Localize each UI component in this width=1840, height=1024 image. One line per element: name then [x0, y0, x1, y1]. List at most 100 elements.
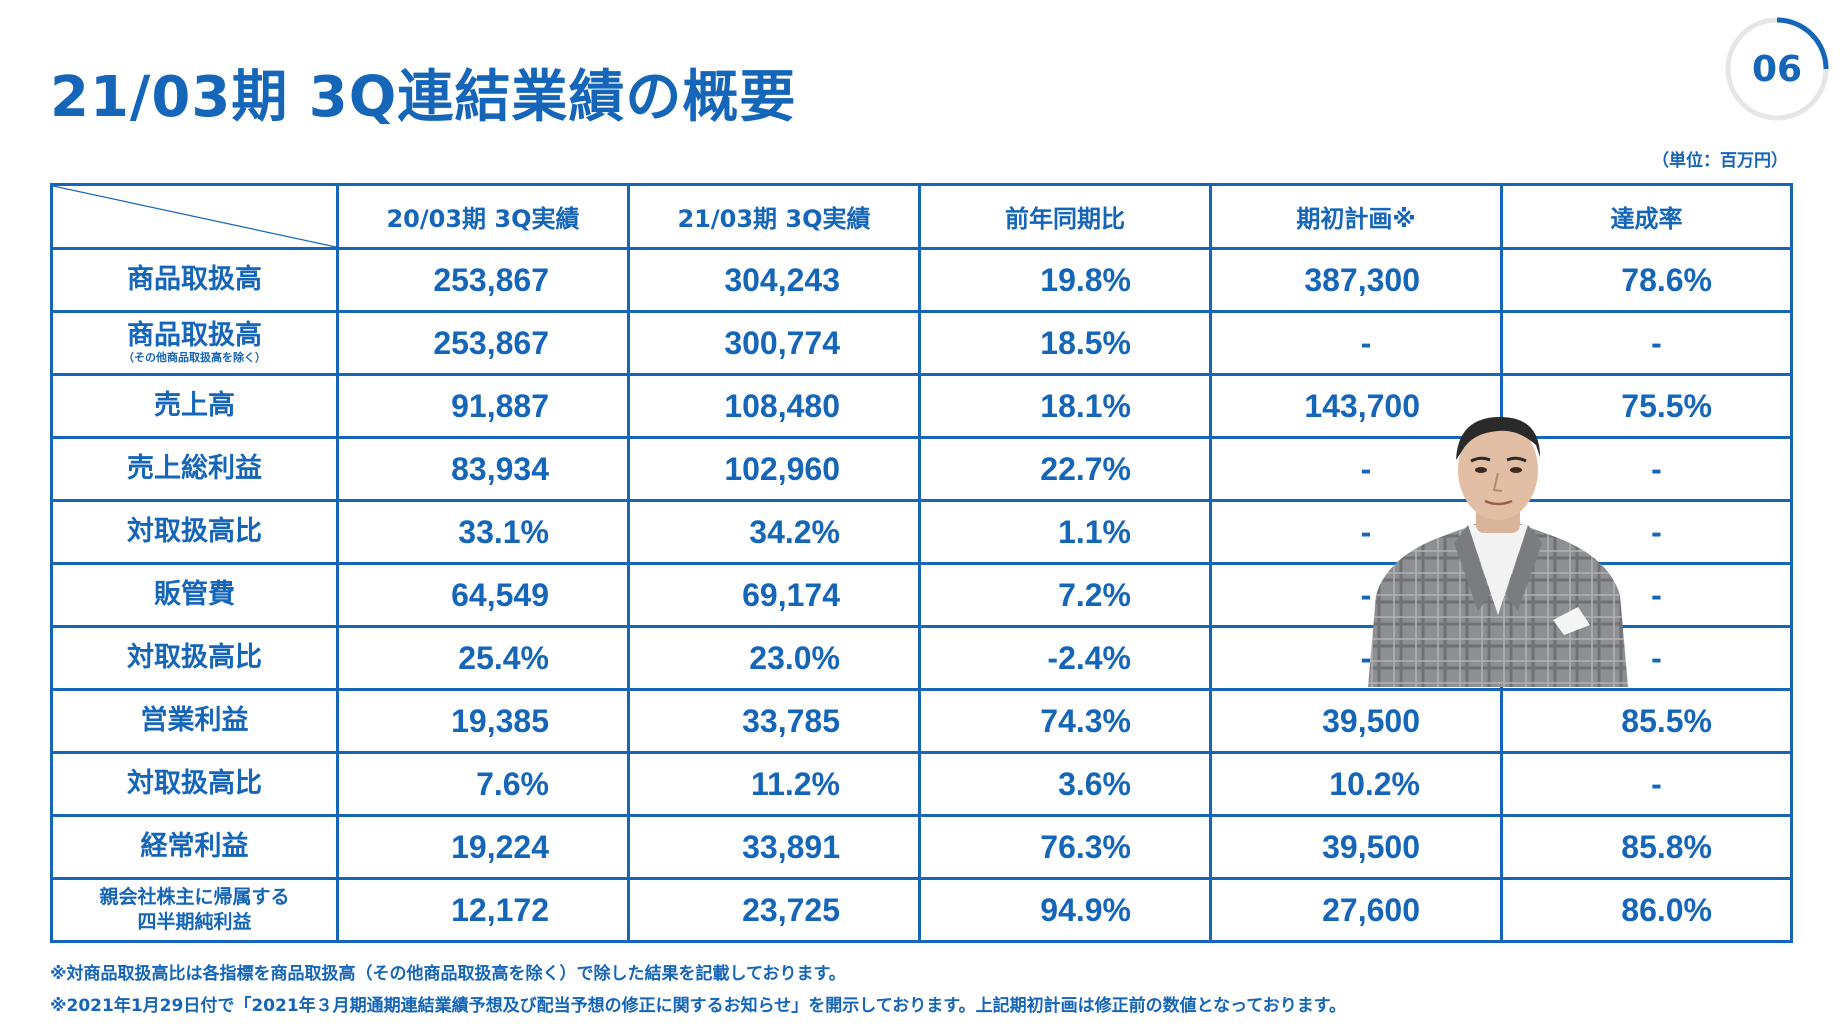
row-label-text: 親会社株主に帰属する: [99, 886, 290, 909]
table-cell: 39,500: [1209, 688, 1503, 754]
table-row: 対取扱高比 7.6% 11.2% 3.6% 10.2% -: [50, 751, 1793, 817]
row-label: 対取扱高比: [50, 499, 339, 565]
table-cell: 83,934: [336, 436, 630, 502]
row-label: 経常利益: [50, 814, 339, 880]
table-row: 商品取扱高 （その他商品取扱高を除く） 253,867 300,774 18.5% - -: [50, 310, 1793, 376]
row-label: 親会社株主に帰属する 四半期純利益: [50, 877, 339, 943]
footnotes: ※対商品取扱高比は各指標を商品取扱高（その他商品取扱高を除く）で除した結果を記載…: [50, 958, 1346, 1022]
unit-label: （単位：百万円）: [1652, 151, 1788, 171]
column-header: 達成率: [1500, 183, 1793, 250]
table-cell: 11.2%: [627, 751, 921, 817]
table-cell: 39,500: [1209, 814, 1503, 880]
page-number: 06: [1751, 48, 1803, 90]
table-cell: -2.4%: [918, 625, 1212, 691]
diagonal-line-icon: [53, 186, 336, 247]
row-label-text: 販管費: [154, 578, 235, 610]
page-title: 21/03期 3Q連結業績の概要: [50, 65, 797, 130]
table-cell: 10.2%: [1209, 751, 1503, 817]
table-row: 対取扱高比 25.4% 23.0% -2.4% - -: [50, 625, 1793, 691]
row-label: 営業利益: [50, 688, 339, 754]
column-header: 前年同期比: [918, 183, 1212, 250]
row-label-text: 商品取扱高: [127, 263, 262, 295]
row-label: 売上高: [50, 373, 339, 439]
table-cell: 69,174: [627, 562, 921, 628]
table-cell: 64,549: [336, 562, 630, 628]
column-header: 期初計画※: [1209, 183, 1503, 250]
table-cell: 23.0%: [627, 625, 921, 691]
table-row: 経常利益 19,224 33,891 76.3% 39,500 85.8%: [50, 814, 1793, 880]
page-number-badge: 06: [1724, 16, 1830, 122]
footnote: ※2021年1月29日付で「2021年３月期通期連結業績予想及び配当予想の修正に…: [50, 996, 1347, 1016]
table-row: 販管費 64,549 69,174 7.2% - -: [50, 562, 1793, 628]
table-cell: 74.3%: [918, 688, 1212, 754]
table-cell: 7.6%: [336, 751, 630, 817]
column-header: 21/03期 3Q実績: [627, 183, 921, 250]
row-label-text: 売上総利益: [127, 452, 262, 484]
executive-portrait-illustration: [1368, 417, 1628, 687]
table-cell: 253,867: [336, 247, 630, 313]
row-label: 対取扱高比: [50, 625, 339, 691]
row-label: 商品取扱高: [50, 247, 339, 313]
row-label: 販管費: [50, 562, 339, 628]
table-cell: 34.2%: [627, 499, 921, 565]
column-header: 20/03期 3Q実績: [336, 183, 630, 250]
table-header-row: 20/03期 3Q実績 21/03期 3Q実績 前年同期比 期初計画※ 達成率: [50, 183, 1793, 250]
table-cell: -: [1209, 310, 1503, 376]
table-cell: 19,385: [336, 688, 630, 754]
table-cell: 19.8%: [918, 247, 1212, 313]
table-cell: 18.1%: [918, 373, 1212, 439]
table-cell: 85.8%: [1500, 814, 1793, 880]
table-row: 商品取扱高 253,867 304,243 19.8% 387,300 78.6%: [50, 247, 1793, 313]
table-cell: 143,700: [1209, 373, 1503, 439]
progress-ring-icon: [1725, 17, 1829, 121]
table-cell: 387,300: [1209, 247, 1503, 313]
table-row: 営業利益 19,385 33,785 74.3% 39,500 85.5%: [50, 688, 1793, 754]
row-label-text: 商品取扱高: [127, 320, 262, 352]
row-label-text: 経常利益: [140, 830, 249, 862]
table-cell: 33.1%: [336, 499, 630, 565]
table-cell: 86.0%: [1500, 877, 1793, 943]
table-row: 売上総利益 83,934 102,960 22.7% - -: [50, 436, 1793, 502]
row-label-text: 対取扱高比: [127, 515, 262, 547]
table-cell: 94.9%: [918, 877, 1212, 943]
table-cell: 25.4%: [336, 625, 630, 691]
table-row: 親会社株主に帰属する 四半期純利益 12,172 23,725 94.9% 27,600 8…: [50, 877, 1793, 943]
table-cell: 33,891: [627, 814, 921, 880]
table-cell: -: [1500, 436, 1793, 502]
table-cell: 27,600: [1209, 877, 1503, 943]
table-row: 対取扱高比 33.1% 34.2% 1.1% - -: [50, 499, 1793, 565]
table-cell: 19,224: [336, 814, 630, 880]
row-label-subtext: （その他商品取扱高を除く）: [123, 351, 266, 365]
row-label: 商品取扱高 （その他商品取扱高を除く）: [50, 310, 339, 376]
row-label-text: 営業利益: [140, 704, 249, 736]
table-cell: -: [1500, 310, 1793, 376]
table-cell: 75.5%: [1500, 373, 1793, 439]
row-label-text: 対取扱高比: [127, 767, 262, 799]
row-label-subtext: 四半期純利益: [137, 911, 252, 933]
table-cell: 91,887: [336, 373, 630, 439]
row-label-text: 対取扱高比: [127, 641, 262, 673]
table-cell: 85.5%: [1500, 688, 1793, 754]
table-cell: -: [1209, 436, 1503, 502]
table-row: 売上高 91,887 108,480 18.1% 143,700 75.5%: [50, 373, 1793, 439]
results-table: 20/03期 3Q実績 21/03期 3Q実績 前年同期比 期初計画※ 達成率 …: [50, 183, 1793, 943]
table-cell: 300,774: [627, 310, 921, 376]
table-cell: 18.5%: [918, 310, 1212, 376]
table-cell: 102,960: [627, 436, 921, 502]
table-cell: 33,785: [627, 688, 921, 754]
table-cell: 108,480: [627, 373, 921, 439]
row-label: 対取扱高比: [50, 751, 339, 817]
table-cell: 12,172: [336, 877, 630, 943]
table-cell: 22.7%: [918, 436, 1212, 502]
table-cell: 3.6%: [918, 751, 1212, 817]
table-cell: 78.6%: [1500, 247, 1793, 313]
row-label-text: 売上高: [154, 389, 235, 421]
corner-cell: [50, 183, 339, 250]
table-cell: 304,243: [627, 247, 921, 313]
footnote: ※対商品取扱高比は各指標を商品取扱高（その他商品取扱高を除く）で除した結果を記載…: [50, 964, 846, 984]
table-cell: 1.1%: [918, 499, 1212, 565]
table-cell: 7.2%: [918, 562, 1212, 628]
table-cell: 23,725: [627, 877, 921, 943]
row-label: 売上総利益: [50, 436, 339, 502]
